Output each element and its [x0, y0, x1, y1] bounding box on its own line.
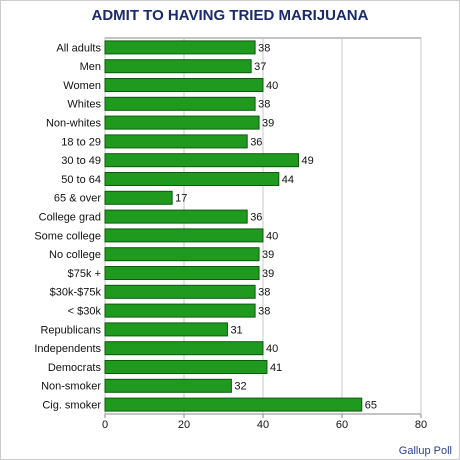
y-tick-label: Some college [34, 230, 101, 242]
y-tick-label: 30 to 49 [61, 155, 101, 167]
y-tick-label: < $30k [68, 306, 102, 318]
value-label: 31 [230, 324, 242, 336]
value-label: 36 [250, 136, 262, 148]
y-tick-label: Cig. smoker [42, 400, 101, 412]
y-tick-label: $75k + [68, 268, 101, 280]
y-tick-label: Non-whites [46, 118, 102, 130]
value-label: 38 [258, 99, 270, 111]
y-tick-label: Independents [34, 343, 101, 355]
value-label: 36 [250, 212, 262, 224]
bar [104, 303, 256, 318]
bar [104, 40, 256, 55]
y-tick-label: $30k-$75k [50, 287, 102, 299]
bar [104, 247, 260, 262]
y-tick-label: Non-smoker [41, 381, 101, 393]
bar [104, 341, 264, 356]
value-label: 38 [258, 42, 270, 54]
y-tick-label: 18 to 29 [61, 136, 101, 148]
bar [104, 190, 173, 205]
y-tick-label: Women [63, 80, 101, 92]
y-tick-label: Men [80, 61, 101, 73]
bar [104, 172, 280, 186]
y-tick-label: Republicans [40, 324, 101, 336]
value-label: 40 [266, 230, 278, 242]
y-tick-label: College grad [39, 212, 101, 224]
y-tick-label: All adults [56, 42, 101, 54]
value-label: 40 [266, 343, 278, 355]
bar [104, 209, 248, 224]
value-label: 32 [234, 381, 246, 393]
value-label: 41 [270, 362, 282, 374]
bar [104, 153, 300, 168]
value-label: 17 [175, 193, 187, 205]
value-label: 37 [254, 61, 266, 73]
bar [104, 266, 260, 280]
bar [104, 322, 228, 337]
value-label: 39 [262, 249, 274, 261]
value-label: 65 [365, 400, 377, 412]
bar [104, 134, 248, 149]
bar [104, 397, 363, 412]
value-label: 40 [266, 80, 278, 92]
y-tick-label: No college [49, 249, 101, 261]
source-note: Gallup Poll [399, 445, 452, 457]
value-label: 38 [258, 306, 270, 318]
bar [104, 360, 268, 374]
value-label: 39 [262, 268, 274, 280]
value-label: 44 [282, 174, 294, 186]
chart-title: ADMIT TO HAVING TRIED MARIJUANA [92, 7, 369, 24]
x-tick-label: 80 [415, 419, 427, 431]
y-tick-label: 50 to 64 [61, 174, 101, 186]
value-label: 38 [258, 287, 270, 299]
bar [104, 78, 264, 92]
value-label: 39 [262, 118, 274, 130]
value-label: 49 [302, 155, 314, 167]
bar [104, 228, 264, 243]
bar [104, 59, 252, 74]
x-tick-label: 0 [102, 419, 108, 431]
x-tick-label: 40 [257, 419, 269, 431]
y-tick-label: Democrats [48, 362, 102, 374]
y-tick-label: Whites [67, 99, 101, 111]
bar [104, 378, 232, 393]
x-tick-label: 20 [178, 419, 190, 431]
y-tick-label: 65 & over [54, 193, 101, 205]
bar [104, 96, 256, 111]
x-tick-label: 60 [336, 419, 348, 431]
bar [104, 284, 256, 299]
bar [104, 115, 260, 130]
